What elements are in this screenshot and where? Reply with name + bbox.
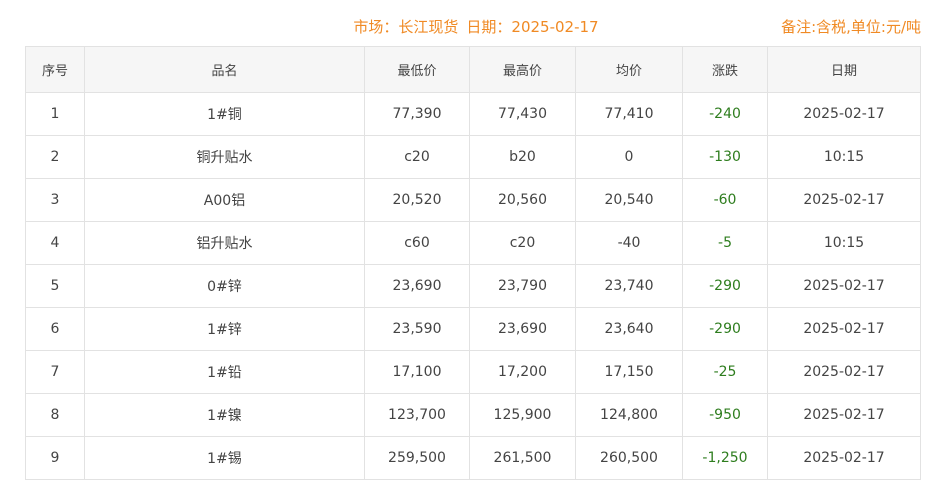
table-row: 5 0#锌 23,690 23,790 23,740 -290 2025-02-17	[25, 264, 921, 308]
table-row: 2 铜升贴水 c20 b20 0 -130 10:15	[25, 135, 921, 179]
cell-index: 3	[25, 178, 85, 222]
cell-high-price: b20	[469, 135, 576, 179]
cell-change: -5	[682, 221, 768, 265]
cell-avg-price: 23,640	[575, 307, 683, 351]
cell-high-price: 23,790	[469, 264, 576, 308]
cell-low-price: 17,100	[364, 350, 470, 394]
cell-date: 2025-02-17	[767, 436, 921, 480]
date-label: 日期：2025-02-17	[466, 18, 599, 36]
cell-index: 1	[25, 92, 85, 136]
unit-note: 备注:含税,单位:元/吨	[781, 18, 921, 36]
cell-name: A00铝	[84, 178, 365, 222]
cell-name: 1#锌	[84, 307, 365, 351]
cell-name: 铝升贴水	[84, 221, 365, 265]
market-label: 市场：长江现货	[353, 18, 459, 36]
cell-index: 7	[25, 350, 85, 394]
cell-avg-price: 0	[575, 135, 683, 179]
cell-avg-price: 20,540	[575, 178, 683, 222]
cell-high-price: 125,900	[469, 393, 576, 437]
cell-low-price: 123,700	[364, 393, 470, 437]
cell-high-price: 23,690	[469, 307, 576, 351]
table-row: 3 A00铝 20,520 20,560 20,540 -60 2025-02-17	[25, 178, 921, 222]
cell-index: 9	[25, 436, 85, 480]
cell-change: -130	[682, 135, 768, 179]
table-row: 6 1#锌 23,590 23,690 23,640 -290 2025-02-17	[25, 307, 921, 351]
column-header-low-price: 最低价	[364, 46, 470, 93]
cell-change: -950	[682, 393, 768, 437]
cell-low-price: 259,500	[364, 436, 470, 480]
column-header-high-price: 最高价	[469, 46, 576, 93]
cell-date: 2025-02-17	[767, 307, 921, 351]
cell-avg-price: 77,410	[575, 92, 683, 136]
cell-date: 10:15	[767, 135, 921, 179]
cell-name: 1#锡	[84, 436, 365, 480]
cell-low-price: 77,390	[364, 92, 470, 136]
cell-avg-price: 124,800	[575, 393, 683, 437]
cell-avg-price: 23,740	[575, 264, 683, 308]
cell-name: 1#铅	[84, 350, 365, 394]
cell-high-price: 20,560	[469, 178, 576, 222]
cell-avg-price: -40	[575, 221, 683, 265]
cell-high-price: 261,500	[469, 436, 576, 480]
cell-change: -25	[682, 350, 768, 394]
cell-date: 2025-02-17	[767, 178, 921, 222]
cell-change: -240	[682, 92, 768, 136]
cell-date: 2025-02-17	[767, 264, 921, 308]
table-row: 9 1#锡 259,500 261,500 260,500 -1,250 2025-02-1…	[25, 436, 921, 480]
cell-change: -290	[682, 264, 768, 308]
table-row: 1 1#铜 77,390 77,430 77,410 -240 2025-02-17	[25, 92, 921, 136]
cell-high-price: 17,200	[469, 350, 576, 394]
table-row: 7 1#铅 17,100 17,200 17,150 -25 2025-02-17	[25, 350, 921, 394]
cell-index: 2	[25, 135, 85, 179]
cell-index: 8	[25, 393, 85, 437]
price-table: 序号 品名 最低价 最高价 均价 涨跌 日期 1 1#铜 77,390 77,430 77,410-…	[25, 46, 921, 480]
cell-low-price: 23,590	[364, 307, 470, 351]
cell-date: 2025-02-17	[767, 92, 921, 136]
cell-high-price: 77,430	[469, 92, 576, 136]
cell-name: 1#镍	[84, 393, 365, 437]
cell-name: 铜升贴水	[84, 135, 365, 179]
cell-change: -60	[682, 178, 768, 222]
column-header-name: 品名	[84, 46, 365, 93]
cell-avg-price: 17,150	[575, 350, 683, 394]
cell-change: -290	[682, 307, 768, 351]
cell-low-price: c60	[364, 221, 470, 265]
cell-date: 2025-02-17	[767, 393, 921, 437]
cell-name: 1#铜	[84, 92, 365, 136]
market-title: 市场：长江现货 日期：2025-02-17	[0, 16, 952, 37]
cell-high-price: c20	[469, 221, 576, 265]
cell-low-price: 20,520	[364, 178, 470, 222]
column-header-avg-price: 均价	[575, 46, 683, 93]
cell-low-price: 23,690	[364, 264, 470, 308]
column-header-change: 涨跌	[682, 46, 768, 93]
cell-index: 5	[25, 264, 85, 308]
cell-index: 6	[25, 307, 85, 351]
cell-date: 2025-02-17	[767, 350, 921, 394]
table-row: 8 1#镍 123,700 125,900 124,800 -950 2025-02-17	[25, 393, 921, 437]
cell-name: 0#锌	[84, 264, 365, 308]
cell-index: 4	[25, 221, 85, 265]
cell-low-price: c20	[364, 135, 470, 179]
column-header-date: 日期	[767, 46, 921, 93]
table-header: 序号 品名 最低价 最高价 均价 涨跌 日期	[25, 46, 921, 93]
cell-avg-price: 260,500	[575, 436, 683, 480]
cell-change: -1,250	[682, 436, 768, 480]
column-header-index: 序号	[25, 46, 85, 93]
table-row: 4 铝升贴水 c60 c20 -40 -5 10:15	[25, 221, 921, 265]
cell-date: 10:15	[767, 221, 921, 265]
